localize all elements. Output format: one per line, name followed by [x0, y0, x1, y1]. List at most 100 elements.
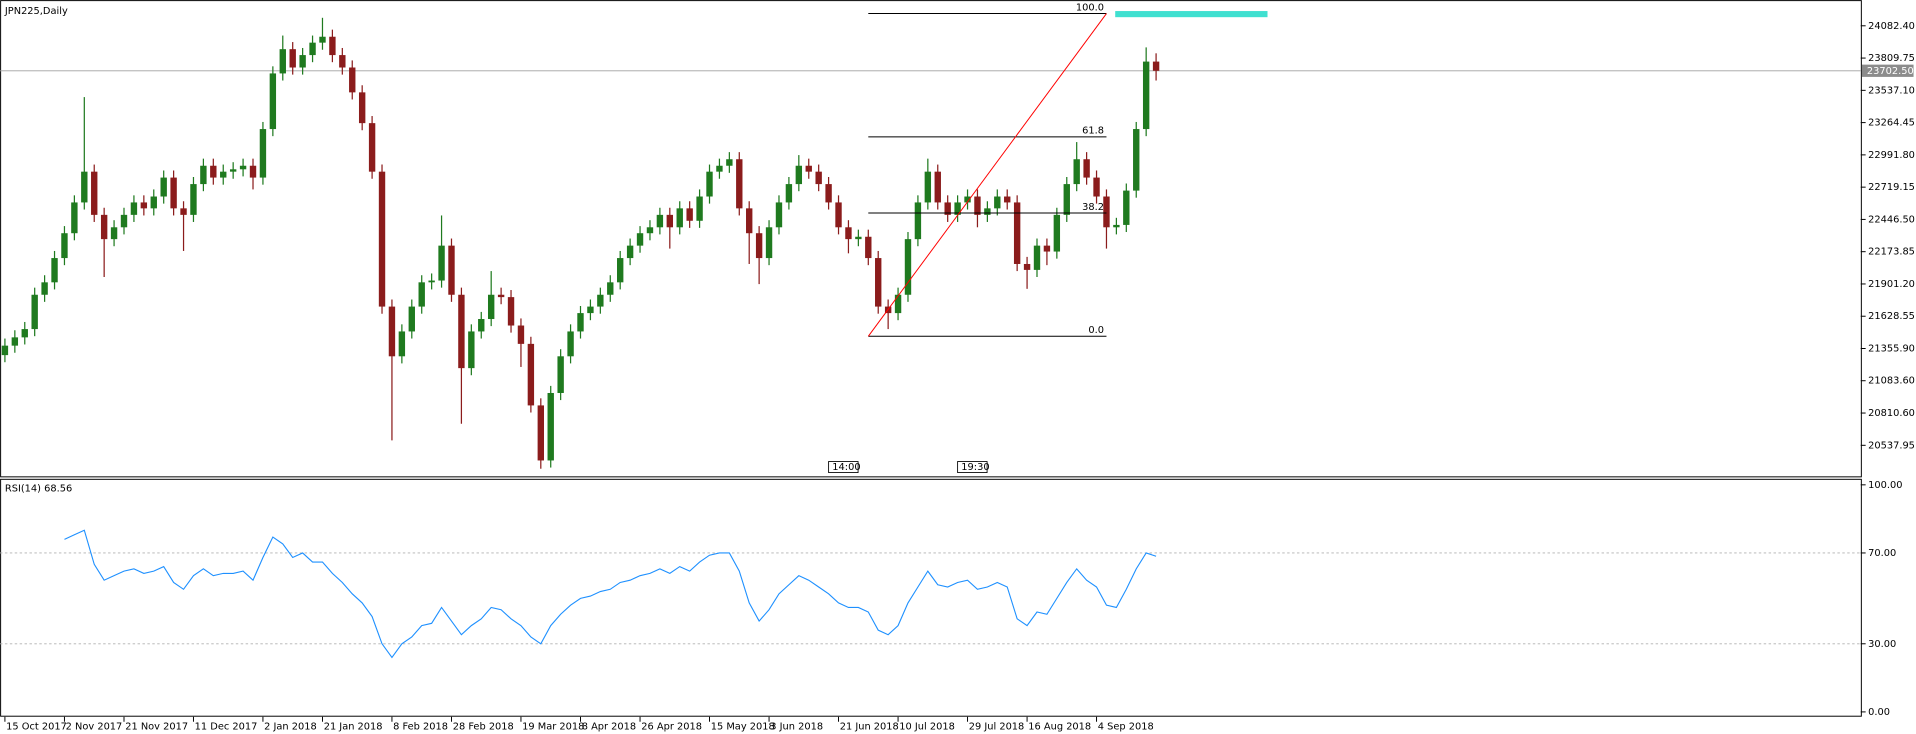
fib-level-label: 61.8: [1082, 126, 1104, 137]
x-tick-label: 21 Jun 2018: [840, 722, 899, 733]
candle-body: [1013, 202, 1021, 264]
event-marker: [828, 461, 859, 473]
candle-body: [229, 169, 237, 172]
candle-body: [478, 319, 485, 332]
y-tick-label: 21355.90: [1868, 343, 1915, 354]
price-label: 23702.50: [1867, 66, 1914, 77]
candle-body: [597, 294, 604, 307]
candle-body: [1053, 214, 1061, 252]
y-tick-label: 20810.60: [1868, 408, 1915, 419]
candle-body: [329, 36, 336, 56]
candle-body: [140, 202, 148, 209]
candle-body: [994, 196, 1001, 209]
candle-body: [974, 196, 981, 215]
candle-body: [1152, 61, 1160, 71]
fib-trend-line: [867, 13, 1107, 337]
candle-body: [200, 165, 207, 185]
candle-body: [349, 67, 356, 93]
candle-body: [626, 245, 634, 259]
candle-body: [1133, 129, 1140, 191]
candle-body: [875, 258, 882, 307]
x-tick-label: 2 Nov 2017: [66, 722, 123, 733]
candle-body: [656, 214, 664, 228]
y-tick-label: 21083.60: [1868, 376, 1915, 387]
candle-body: [319, 36, 326, 43]
candle-body: [1073, 159, 1080, 185]
candle-body: [41, 282, 48, 295]
y-tick-label: 22173.85: [1868, 247, 1915, 258]
chart-title: JPN225,Daily: [4, 6, 68, 17]
candle-body: [726, 159, 733, 166]
candle-body: [71, 202, 78, 234]
candle-body: [487, 294, 495, 320]
candle-body: [31, 294, 38, 330]
candle-body: [954, 202, 961, 215]
candle-body: [239, 165, 247, 170]
candle-body: [746, 208, 753, 234]
y-tick-label: 21901.20: [1868, 279, 1915, 290]
candle-body: [1142, 61, 1150, 130]
candle-body: [1123, 190, 1130, 225]
candle-body: [805, 165, 812, 172]
candle-body: [1023, 263, 1031, 270]
candle-body: [130, 202, 138, 215]
candle-body: [904, 239, 912, 295]
candle-body: [855, 236, 862, 240]
candle-body: [170, 177, 177, 209]
candle-body: [507, 297, 515, 326]
candle-body: [91, 171, 98, 215]
y-tick-label: 23537.10: [1868, 85, 1915, 96]
candle-body: [378, 171, 386, 307]
x-tick-label: 2 Jan 2018: [264, 722, 317, 733]
candle-body: [676, 208, 683, 228]
candle-body: [61, 233, 68, 259]
candle-body: [180, 208, 187, 215]
x-tick-label: 15 May 2018: [711, 722, 775, 733]
y-tick-label: 21628.55: [1868, 311, 1915, 322]
candle-body: [1063, 184, 1070, 215]
candle-body: [1004, 196, 1011, 203]
candle-body: [775, 202, 783, 228]
x-tick-label: 16 Aug 2018: [1028, 722, 1091, 733]
candle-body: [259, 129, 267, 178]
candle-body: [388, 306, 396, 357]
candle-body: [795, 165, 803, 185]
y-tick-label: 22991.80: [1868, 150, 1915, 161]
candle-body: [736, 159, 743, 209]
candle-body: [299, 55, 306, 68]
candle-body: [964, 196, 971, 203]
candle-body: [755, 233, 763, 259]
candle-body: [11, 337, 19, 346]
candle-body: [468, 331, 475, 369]
rsi-panel: [0, 478, 1862, 717]
candle-body: [785, 184, 793, 203]
candle-body: [577, 313, 584, 332]
candle-body: [160, 177, 167, 197]
candle-body: [815, 171, 822, 185]
candle-body: [1033, 245, 1041, 270]
rsi-line: [64, 529, 1157, 659]
x-tick-label: 19 Mar 2018: [522, 722, 584, 733]
candle-body: [279, 49, 286, 74]
y-tick-label: 22719.15: [1868, 182, 1915, 193]
candle-body: [666, 214, 674, 228]
candle-body: [110, 227, 118, 240]
candle-body: [527, 343, 535, 406]
candle-body: [269, 73, 277, 130]
candle-body: [1, 345, 9, 356]
candle-body: [448, 245, 455, 295]
candle-body: [617, 258, 624, 283]
candle-body: [220, 171, 227, 178]
candle-body: [497, 294, 505, 298]
candle-body: [100, 214, 108, 240]
candle-body: [289, 49, 296, 68]
candle-body: [190, 184, 197, 215]
fib-level-label: 38.2: [1082, 202, 1104, 213]
y-tick-label: 100.00: [1868, 480, 1902, 491]
price-label-box: [1861, 64, 1914, 77]
candle-body: [1093, 177, 1100, 197]
candle-body: [1043, 245, 1051, 252]
candle-body: [517, 325, 525, 344]
candle-body: [438, 245, 445, 281]
